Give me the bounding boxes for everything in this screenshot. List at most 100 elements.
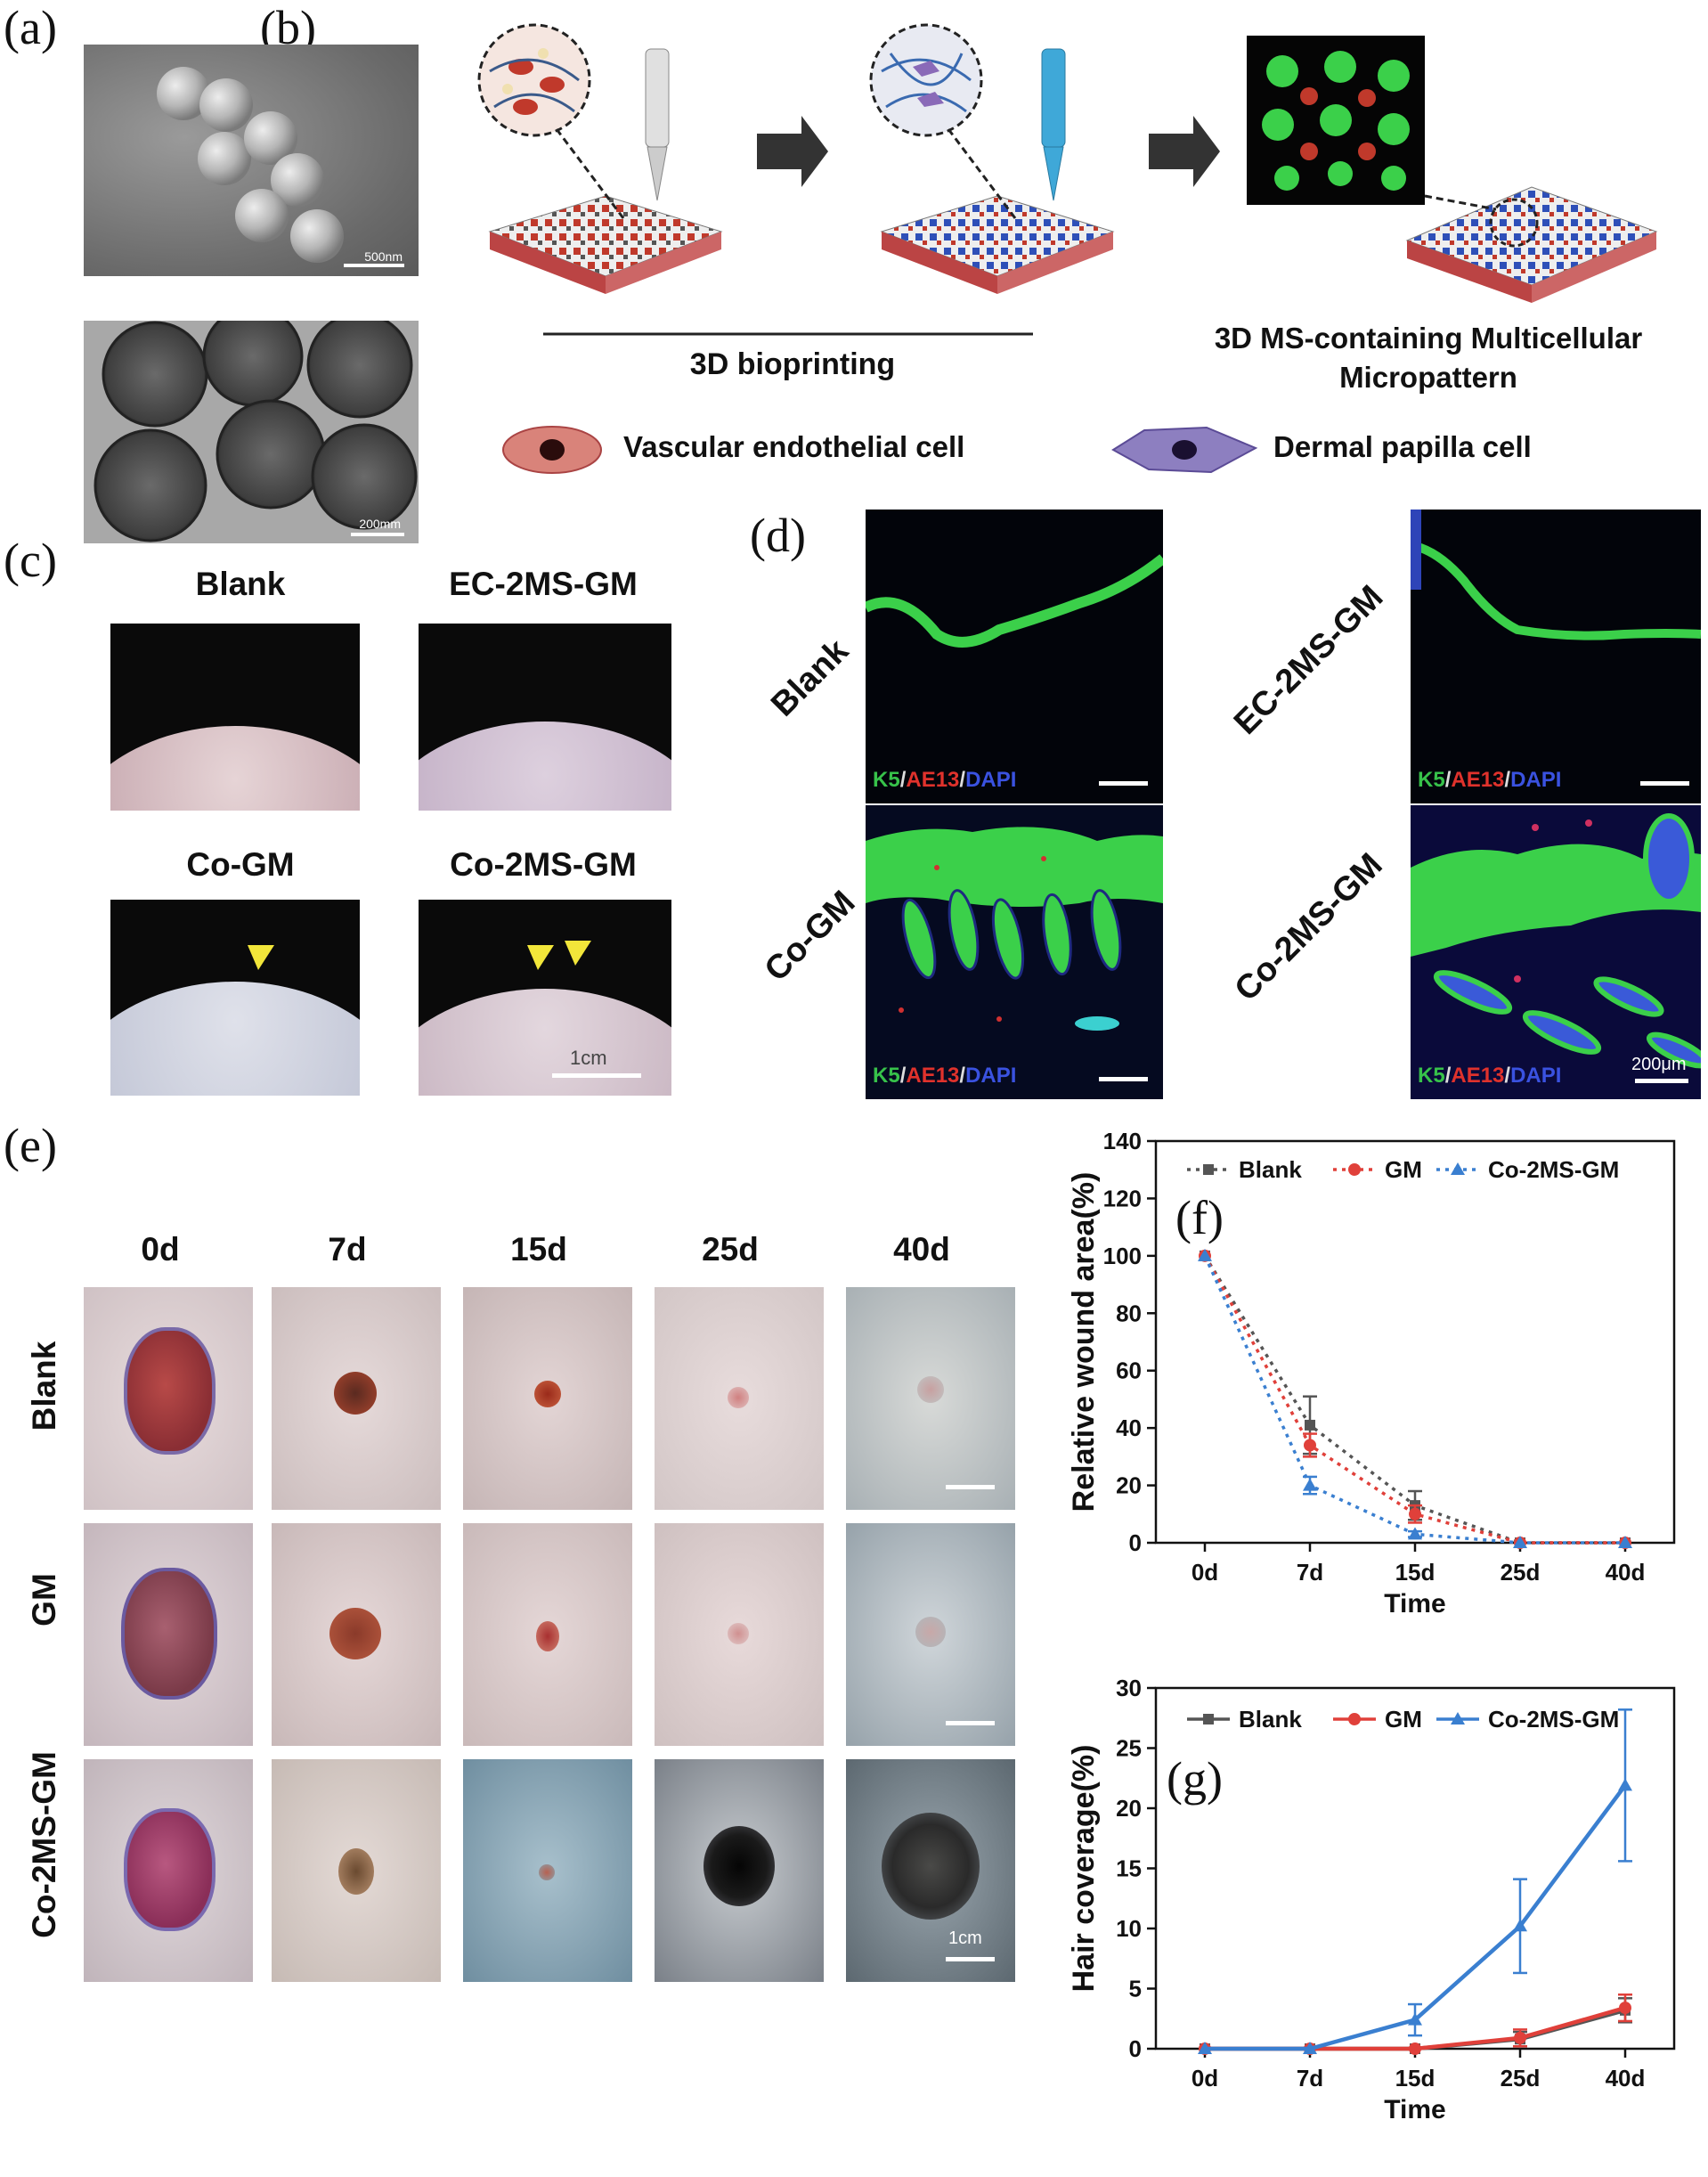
stain-legend: K5/AE13/DAPI [873,768,1016,793]
micropattern-label-line2: Micropattern [1339,361,1517,394]
sem-image: 500nm [84,45,419,276]
panel-label: (f) [1175,1191,1224,1244]
wound-photo [272,1287,441,1510]
wound-photo [272,1759,441,1982]
y-tick-label: 140 [1103,1128,1142,1154]
microsphere [244,111,297,165]
wound-photo [463,1287,632,1510]
stain-legend: K5/AE13/DAPI [1418,768,1561,793]
stain-slash: / [959,768,966,792]
wound-photo [84,1287,253,1510]
panel-label: (g) [1167,1752,1223,1806]
y-tick-label: 120 [1103,1185,1142,1211]
data-point [1408,1527,1422,1540]
scale-label: 500nm [364,249,403,264]
bioprinting-label: 3D bioprinting [689,347,896,381]
microsphere [235,189,289,242]
scale-bar [1099,1077,1148,1081]
y-tick-label: 100 [1103,1243,1142,1269]
micropattern-label: 3D MS-containing Multicellular Micropatt… [1149,319,1708,397]
x-tick-label: 7d [1297,2065,1323,2091]
fluorescence-co-gm: K5/AE13/DAPI [866,805,1163,1099]
fluorescence-ec-2ms-gm: K5/AE13/DAPI [1411,510,1701,803]
day-label-7d: 7d [328,1231,367,1268]
microsphere [311,423,418,530]
data-point [1198,2042,1212,2054]
y-tick-label: 30 [1116,1675,1142,1701]
legend-label: Blank [1239,1706,1302,1733]
legend-label: Blank [1239,1156,1302,1183]
scale-bar [946,1721,995,1725]
y-axis-label: Relative wound area(%) [1067,1172,1101,1512]
group-label-blank: Blank [195,566,286,602]
legend-label: GM [1385,1156,1422,1183]
nozzle-1 [645,48,670,148]
day-label-15d: 15d [510,1231,567,1268]
scale-label: 200mm [359,517,401,531]
mouse-photo-co-gm [110,900,360,1096]
stain-slash: / [1444,768,1452,792]
scaffold-1 [488,195,723,277]
wound-photo [655,1759,824,1982]
microsphere [216,399,326,510]
y-tick-label: 0 [1129,2035,1142,2062]
mouse-photo-co-2ms-gm: 1cm [419,900,671,1096]
x-tick-label: 15d [1395,2065,1436,2091]
wound-photo [463,1523,632,1746]
arrow-2 [1149,116,1220,187]
stain-slash: / [1444,1064,1452,1088]
scaffold-2 [880,195,1115,277]
arrowhead-icon [565,941,591,966]
wound-photo [846,1287,1015,1510]
stain-dapi: DAPI [965,768,1017,792]
wound-photo [272,1523,441,1746]
data-point [1303,2042,1317,2054]
stain-slash: / [899,768,907,792]
data-point [1409,2042,1421,2055]
legend-marker [1348,1163,1361,1176]
legend-endothelial: Vascular endothelial cell [623,430,965,463]
y-tick-label: 25 [1116,1735,1142,1762]
x-axis-label: Time [1384,1589,1445,1618]
papilla-cell-icon [1111,426,1258,474]
group-label-co-gm: Co-GM [186,846,295,883]
endothelial-cell-icon [502,426,602,474]
series-line-gm [1203,1255,1625,1545]
wound-photo [655,1287,824,1510]
scale-label: 1cm [948,1928,982,1948]
stain-ae13: AE13 [1451,1064,1505,1088]
data-point [1408,2012,1422,2026]
x-tick-label: 25d [1501,1559,1541,1586]
microsphere [157,67,210,120]
day-label-25d: 25d [702,1231,759,1268]
panel-label-a: (a) [4,1,57,54]
x-tick-label: 40d [1606,2065,1646,2091]
plot-frame [1154,1139,1676,1545]
scale-bar [946,1957,995,1961]
arrowhead-icon [248,945,274,970]
stain-ae13: AE13 [1451,768,1505,792]
y-tick-label: 80 [1116,1300,1142,1326]
legend-marker [1451,1712,1465,1724]
y-tick-label: 0 [1129,1529,1142,1556]
stain-ae13: AE13 [906,768,960,792]
microsphere [290,209,344,263]
data-point [1513,1536,1527,1548]
legend-marker [1203,1164,1214,1175]
data-point [1514,2031,1526,2044]
data-point [1409,1507,1421,1521]
stain-ae13: AE13 [906,1064,960,1088]
legend-papilla: Dermal papilla cell [1273,430,1532,463]
x-tick-label: 0d [1192,1559,1218,1586]
y-tick-label: 20 [1116,1472,1142,1499]
data-point [1303,1478,1317,1491]
magnified-view-1 [477,23,591,137]
stain-slash: / [899,1064,907,1088]
data-point [1513,1919,1527,1932]
legend-label: Co-2MS-GM [1488,1706,1619,1733]
panel-label-c: (c) [4,534,57,587]
legend-marker [1451,1162,1465,1175]
microsphere [271,153,324,207]
microsphere [102,321,208,428]
y-tick-label: 20 [1116,1795,1142,1822]
